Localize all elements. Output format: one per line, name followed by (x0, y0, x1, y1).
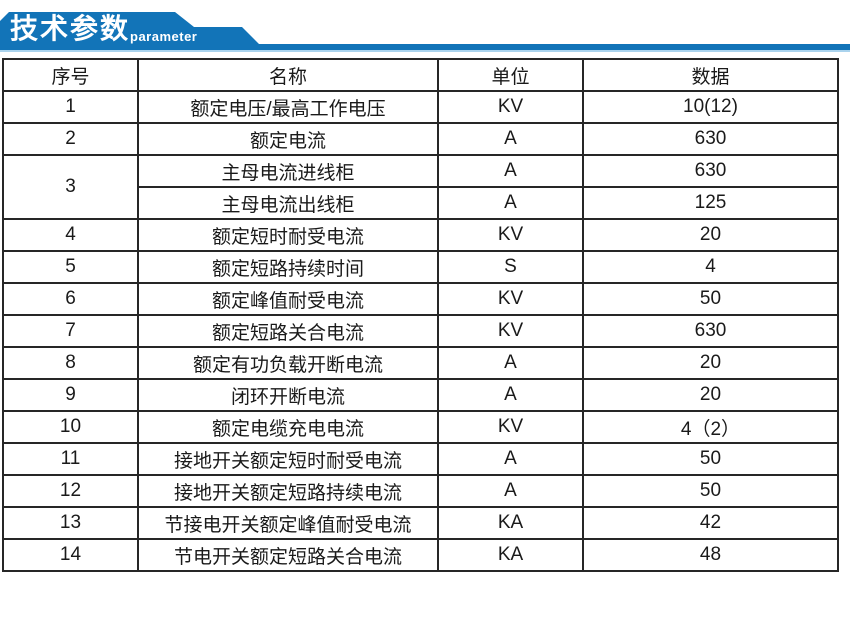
cell-unit: A (437, 378, 584, 412)
cell-no: 6 (2, 282, 139, 316)
cell-no: 14 (2, 538, 139, 572)
cell-name: 闭环开断电流 (137, 378, 439, 412)
cell-name: 额定短路关合电流 (137, 314, 439, 348)
cell-data: 630 (582, 314, 839, 348)
section-subtitle: parameter (130, 29, 198, 44)
cell-name: 节电开关额定短路关合电流 (137, 538, 439, 572)
cell-no: 9 (2, 378, 139, 412)
cell-name: 额定短路持续时间 (137, 250, 439, 284)
cell-name: 主母电流进线柜 (137, 154, 439, 188)
cell-data: 630 (582, 154, 839, 188)
cell-unit: KA (437, 506, 584, 540)
col-header-unit: 单位 (437, 58, 584, 92)
table-row: 8 额定有功负载开断电流 A 20 (2, 346, 839, 380)
cell-no: 7 (2, 314, 139, 348)
cell-no: 10 (2, 410, 139, 444)
cell-name: 主母电流出线柜 (137, 186, 439, 220)
table-row: 主母电流出线柜 A 125 (3, 186, 839, 220)
table-row: 10 额定电缆充电电流 KV 4（2） (2, 410, 839, 444)
parameter-table-container: 序号 名称 单位 数据 1 额定电压/最高工作电压 KV 10(12) 2 额定… (2, 58, 839, 572)
cell-no-merged: 3 (2, 154, 139, 220)
table-row: 4 额定短时耐受电流 KV 20 (2, 218, 839, 252)
cell-unit: A (437, 154, 584, 188)
cell-no: 2 (2, 122, 139, 156)
table-row: 6 额定峰值耐受电流 KV 50 (2, 282, 839, 316)
cell-unit: A (437, 474, 584, 508)
cell-no: 4 (2, 218, 139, 252)
cell-data: 48 (582, 538, 839, 572)
cell-data: 4 (582, 250, 839, 284)
cell-no: 13 (2, 506, 139, 540)
table-row: 7 额定短路关合电流 KV 630 (2, 314, 839, 348)
cell-no: 11 (2, 442, 139, 476)
table-row: 3 主母电流进线柜 A 630 (2, 154, 839, 220)
cell-unit: A (437, 442, 584, 476)
cell-data: 125 (582, 186, 839, 220)
cell-data: 4（2） (582, 410, 839, 444)
cell-name: 接地开关额定短路持续电流 (137, 474, 439, 508)
cell-data: 50 (582, 442, 839, 476)
cell-data: 42 (582, 506, 839, 540)
table-row: 9 闭环开断电流 A 20 (2, 378, 839, 412)
table-header-row: 序号 名称 单位 数据 (2, 58, 839, 92)
cell-data: 50 (582, 474, 839, 508)
table-row: 1 额定电压/最高工作电压 KV 10(12) (2, 90, 839, 124)
cell-name: 节接电开关额定峰值耐受电流 (137, 506, 439, 540)
cell-name: 额定电流 (137, 122, 439, 156)
cell-data: 630 (582, 122, 839, 156)
col-header-no: 序号 (2, 58, 139, 92)
cell-data: 50 (582, 282, 839, 316)
section-header: 技术参数 parameter (0, 0, 850, 58)
cell-name: 接地开关额定短时耐受电流 (137, 442, 439, 476)
cell-no: 8 (2, 346, 139, 380)
cell-no: 5 (2, 250, 139, 284)
table-row: 11 接地开关额定短时耐受电流 A 50 (2, 442, 839, 476)
cell-no: 12 (2, 474, 139, 508)
cell-data: 20 (582, 378, 839, 412)
cell-unit: A (437, 186, 584, 220)
table-row: 5 额定短路持续时间 S 4 (2, 250, 839, 284)
cell-unit: KA (437, 538, 584, 572)
cell-data: 10(12) (582, 90, 839, 124)
col-header-data: 数据 (582, 58, 839, 92)
table-row: 2 额定电流 A 630 (2, 122, 839, 156)
cell-unit: KV (437, 218, 584, 252)
cell-no: 1 (2, 90, 139, 124)
col-header-name: 名称 (137, 58, 439, 92)
section-title: 技术参数 (10, 13, 131, 44)
table-row: 14 节电开关额定短路关合电流 KA 48 (2, 538, 839, 572)
parameter-table: 序号 名称 单位 数据 1 额定电压/最高工作电压 KV 10(12) 2 额定… (2, 58, 839, 572)
cell-unit: KV (437, 410, 584, 444)
cell-unit: A (437, 346, 584, 380)
cell-unit: KV (437, 90, 584, 124)
cell-data: 20 (582, 346, 839, 380)
cell-name: 额定电压/最高工作电压 (137, 90, 439, 124)
cell-name: 额定有功负载开断电流 (137, 346, 439, 380)
table-row: 13 节接电开关额定峰值耐受电流 KA 42 (2, 506, 839, 540)
cell-data: 20 (582, 218, 839, 252)
cell-name: 额定电缆充电电流 (137, 410, 439, 444)
table-row: 12 接地开关额定短路持续电流 A 50 (2, 474, 839, 508)
cell-name: 额定峰值耐受电流 (137, 282, 439, 316)
cell-unit: KV (437, 282, 584, 316)
banner-shape-graphic (0, 12, 850, 52)
cell-unit: A (437, 122, 584, 156)
cell-unit: S (437, 250, 584, 284)
cell-name: 额定短时耐受电流 (137, 218, 439, 252)
cell-unit: KV (437, 314, 584, 348)
